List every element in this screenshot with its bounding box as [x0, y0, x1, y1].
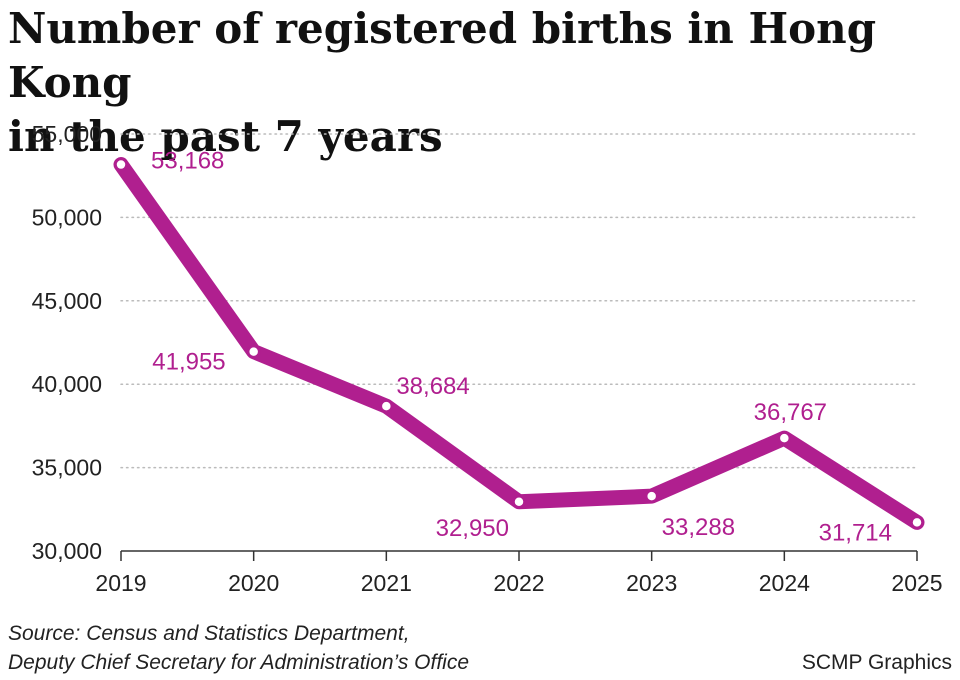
data-label: 36,767 [754, 399, 827, 426]
chart-title: Number of registered births in Hong Kong… [8, 2, 948, 164]
line-chart: 30,000 35,000 40,000 45,000 50,000 55,000 2019… [32, 121, 943, 596]
series-line [113, 157, 925, 530]
data-point-marker [379, 399, 394, 413]
y-tick-label: 30,000 [32, 538, 102, 564]
x-tick-label: 2021 [361, 570, 412, 596]
y-tick-label: 50,000 [32, 204, 102, 230]
x-tick-label: 2019 [95, 570, 146, 596]
y-tick-label: 45,000 [32, 288, 102, 314]
x-tick-label: 2024 [759, 570, 810, 596]
data-label: 38,684 [396, 373, 469, 400]
x-tick-label: 2022 [493, 570, 544, 596]
x-tick-label: 2025 [891, 570, 942, 596]
source-line2: Deputy Chief Secretary for Administratio… [8, 651, 470, 674]
chart-title-line1: Number of registered births in Hong Kong [8, 4, 877, 107]
data-point-marker [512, 495, 526, 509]
data-point-marker [246, 344, 261, 359]
data-point-marker [910, 515, 924, 530]
data-point-marker [114, 157, 128, 172]
data-label: 31,714 [819, 519, 892, 546]
data-label: 41,955 [152, 349, 225, 376]
y-tick-label: 40,000 [32, 371, 102, 397]
data-label: 32,950 [436, 515, 509, 542]
y-tick-label: 35,000 [32, 455, 102, 481]
x-tick-label: 2020 [228, 570, 279, 596]
source-note: Source: Census and Statistics Department… [8, 619, 469, 677]
credit-label: SCMP Graphics [801, 651, 952, 674]
data-label: 53,168 [151, 148, 224, 175]
y-tick-label: 55,000 [32, 121, 102, 147]
chart-title-line2: in the past 7 years [8, 112, 443, 161]
source-line1: Source: Census and Statistics Department… [8, 622, 410, 645]
data-point-marker [644, 489, 659, 503]
data-point-marker [777, 431, 792, 445]
x-tick-label: 2023 [626, 570, 677, 596]
data-label: 33,288 [662, 514, 735, 541]
